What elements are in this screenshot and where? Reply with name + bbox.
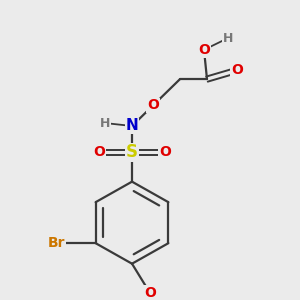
Text: H: H <box>223 32 233 45</box>
Text: N: N <box>126 118 138 134</box>
Text: O: O <box>198 43 210 57</box>
Text: Br: Br <box>48 236 65 250</box>
Text: O: O <box>231 63 243 77</box>
Text: S: S <box>126 143 138 161</box>
Text: O: O <box>144 286 156 300</box>
Text: O: O <box>159 146 171 159</box>
Text: H: H <box>100 117 110 130</box>
Text: O: O <box>93 146 105 159</box>
Text: O: O <box>147 98 159 112</box>
